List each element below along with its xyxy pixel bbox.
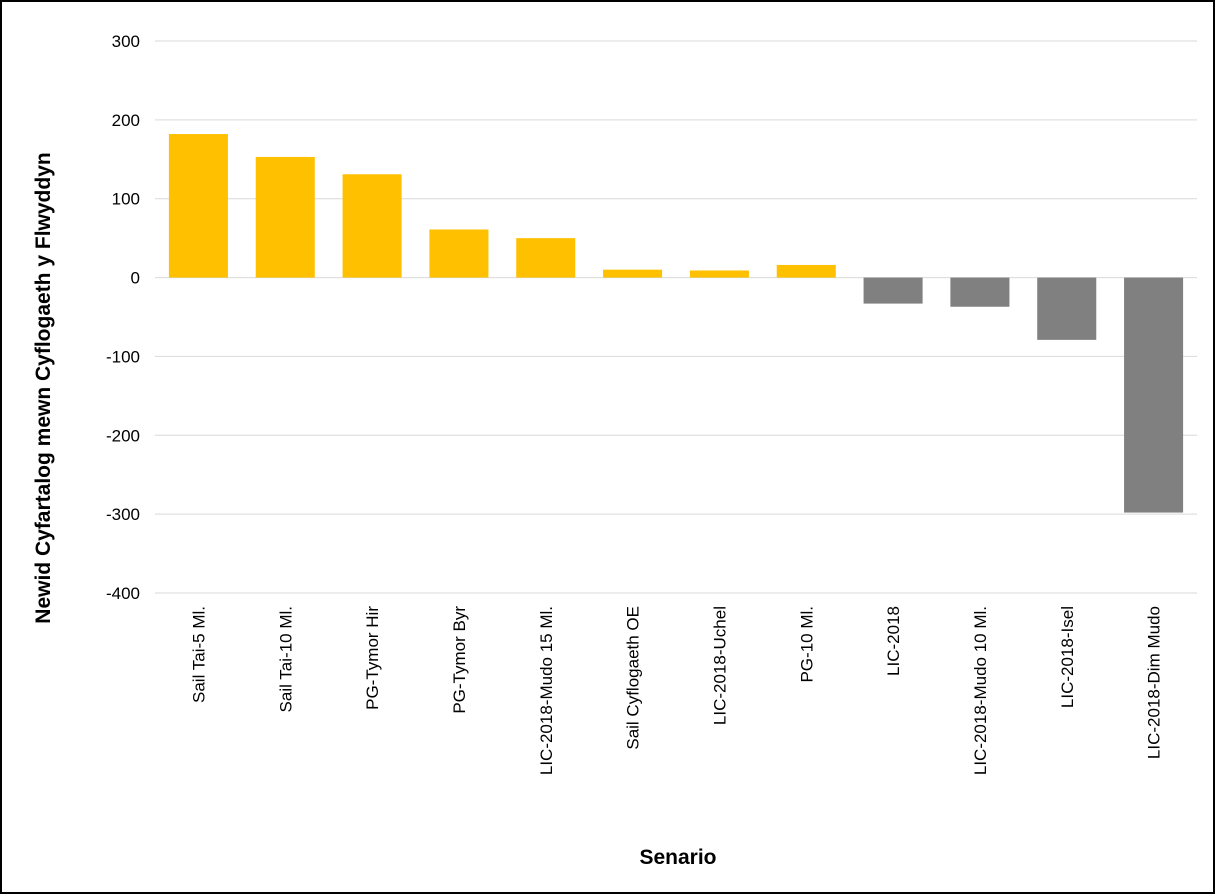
bar: [689, 270, 749, 278]
y-tick-label: 0: [131, 269, 140, 288]
y-axis-title: Newid Cyfartalog mewn Cyflogaeth y Flwyd…: [32, 152, 55, 623]
bar: [516, 238, 576, 278]
x-tick-label: LIC-2018-Uchel: [710, 606, 729, 725]
bar: [1037, 277, 1097, 340]
x-tick-label: PG-Tymor Byr: [450, 606, 469, 714]
bars: [168, 134, 1184, 513]
x-tick-label: LIC-2018-Isel: [1058, 606, 1077, 708]
x-tick-label: LIC-2018-Dim Mudo: [1145, 606, 1164, 759]
bar: [950, 277, 1010, 307]
bar: [863, 277, 923, 304]
bar: [776, 264, 836, 278]
y-tick-label: -400: [106, 584, 140, 603]
x-tick-label: PG-10 Ml.: [797, 606, 816, 683]
y-tick-label: 100: [112, 190, 140, 209]
x-tick-label: LIC-2018-Mudo 15 Ml.: [537, 606, 556, 775]
bar: [342, 174, 402, 278]
x-tick-label: LIC-2018: [884, 606, 903, 676]
x-tick-label: LIC-2018-Mudo 10 Ml.: [971, 606, 990, 775]
bar: [603, 269, 663, 278]
y-tick-label: -200: [106, 426, 140, 445]
x-axis-ticks: Sail Tai-5 Ml. Sail Tai-10 Ml. PG-Tymor Hi…: [189, 606, 1163, 775]
y-axis-ticks: 300 200 100 0 -100 -200 -300 -400: [106, 32, 140, 603]
x-tick-label: Sail Tai-5 Ml.: [189, 606, 208, 703]
y-tick-label: 300: [112, 32, 140, 51]
x-axis-title: Senario: [639, 846, 716, 869]
bar: [1124, 277, 1184, 513]
x-tick-label: Sail Tai-10 Ml.: [276, 606, 295, 712]
y-tick-label: -300: [106, 505, 140, 524]
bar: [429, 229, 489, 278]
y-tick-label: -100: [106, 347, 140, 366]
bar: [168, 134, 228, 278]
x-tick-label: PG-Tymor Hir: [363, 606, 382, 710]
y-tick-label: 200: [112, 111, 140, 130]
gridlines: [155, 40, 1197, 594]
bar: [255, 156, 315, 278]
x-tick-label: Sail Cyflogaeth OE: [624, 606, 643, 750]
